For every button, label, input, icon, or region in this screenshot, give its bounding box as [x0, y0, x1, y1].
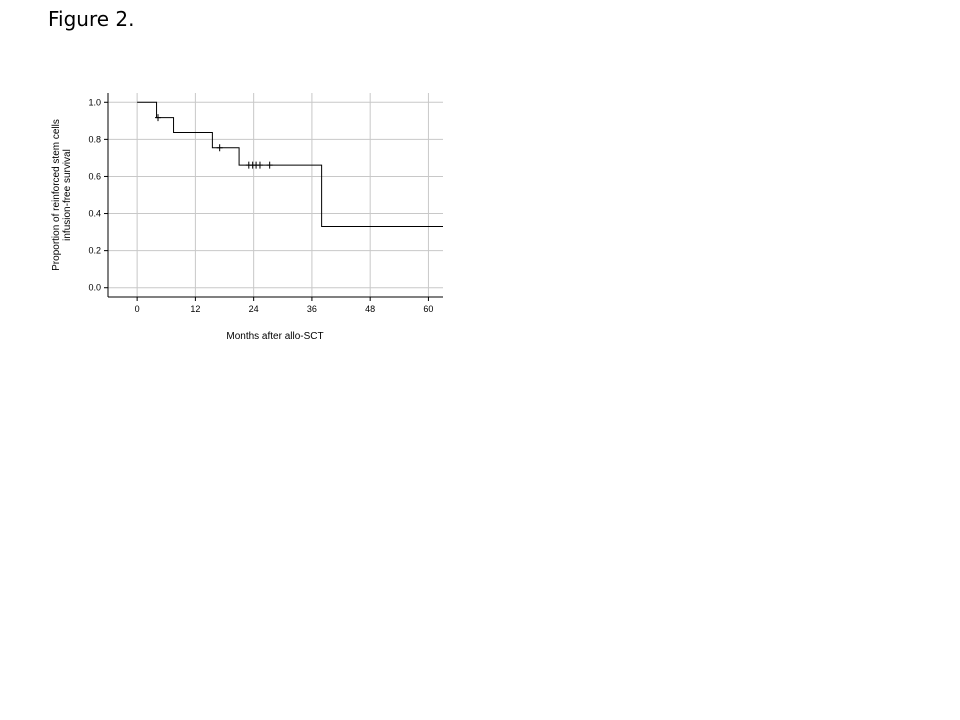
y-tick-label-5: 1.0	[88, 97, 101, 107]
survival-curve	[137, 101, 443, 228]
series-line-0	[137, 101, 443, 228]
x-tick-label-1: 12	[190, 304, 200, 314]
censor-mark-0	[155, 114, 162, 122]
axes	[107, 93, 443, 298]
censor-mark-6	[266, 161, 273, 169]
y-axis-label-line-2: infusion-free survival	[62, 149, 73, 241]
y-tick-label-1: 0.2	[88, 246, 101, 256]
x-tick-label-4: 48	[365, 304, 375, 314]
tick-labels: 0 12 24 36 48 60 0.0 0.2 0.4 0.6 0.8 1.0	[88, 97, 433, 314]
figure-label: Figure 2.	[48, 7, 135, 31]
y-tick-label-0: 0.0	[88, 283, 101, 293]
y-tick-label-2: 0.4	[88, 209, 101, 219]
x-tick-label-3: 36	[307, 304, 317, 314]
censor-marks	[155, 114, 273, 169]
censor-mark-1	[216, 144, 223, 152]
grid-lines	[108, 93, 443, 297]
y-axis-label-line-1: Proportion of reinforced stem cells	[51, 119, 62, 271]
censor-mark-5	[256, 161, 263, 169]
x-tick-label-2: 24	[249, 304, 259, 314]
x-tick-label-5: 60	[423, 304, 433, 314]
y-tick-label-4: 0.8	[88, 134, 101, 144]
x-axis-label: Months after allo-SCT	[226, 331, 323, 342]
y-tick-label-3: 0.6	[88, 171, 101, 181]
x-tick-label-0: 0	[135, 304, 140, 314]
